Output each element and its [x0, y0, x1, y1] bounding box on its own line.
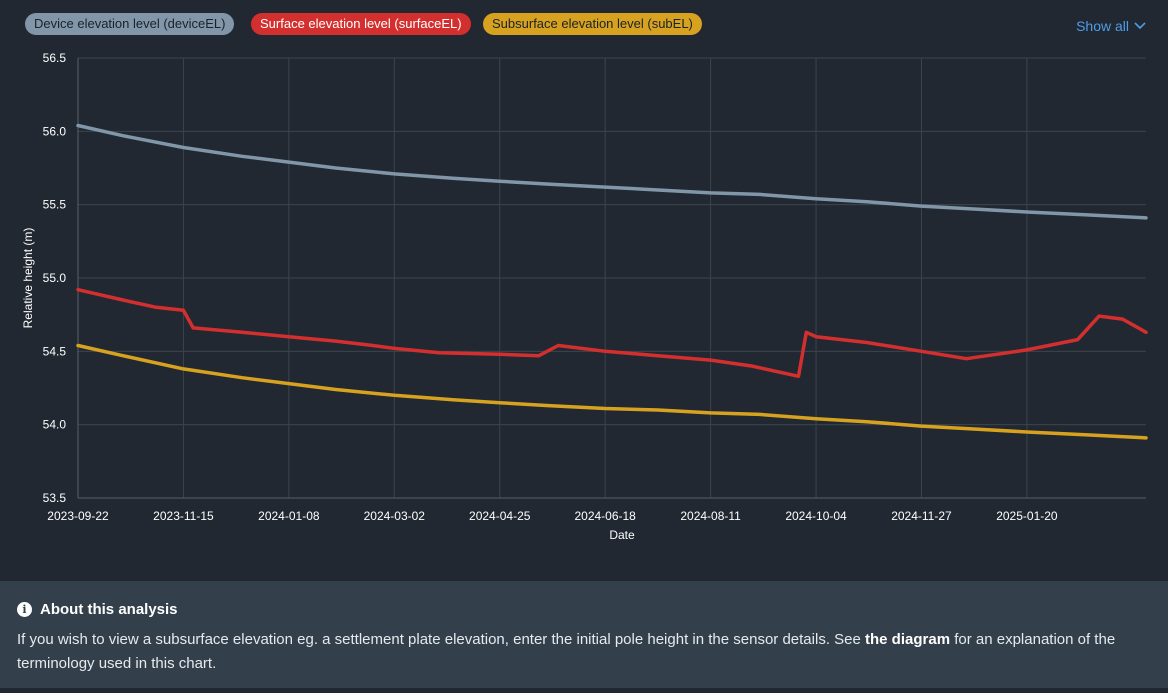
y-tick-label: 54.5 [43, 344, 67, 358]
y-tick-label: 56.0 [43, 124, 67, 138]
y-tick-label: 55.5 [43, 198, 67, 212]
x-axis-title: Date [609, 528, 635, 542]
y-tick-label: 53.5 [43, 491, 67, 505]
x-tick-label: 2024-01-08 [258, 509, 320, 523]
about-text-before: If you wish to view a subsurface elevati… [17, 631, 866, 648]
legend-bar: Device elevation level (deviceEL) Surfac… [0, 0, 1168, 50]
chevron-down-icon [1134, 22, 1146, 30]
x-tick-label: 2024-10-04 [785, 509, 847, 523]
legend-surface-elevation-toggle[interactable]: Surface elevation level (surfaceEL) [251, 13, 471, 35]
elevation-line-chart: 56.5 56.0 55.5 55.0 54.5 54.0 53.5 2023-09-22 20… [21, 51, 1148, 542]
diagram-link[interactable]: the diagram [865, 631, 951, 648]
x-tick-label: 2025-01-20 [996, 509, 1058, 523]
about-text-after: for an explanation of the terminology us… [17, 631, 1116, 672]
x-tick-label: 2024-03-02 [364, 509, 426, 523]
y-axis-title: Relative height (m) [21, 228, 35, 329]
legend-device-elevation-toggle[interactable]: Device elevation level (deviceEL) [25, 13, 235, 35]
y-tick-label: 54.0 [43, 418, 67, 432]
footer-strip [0, 688, 1168, 693]
x-tick-label: 2024-04-25 [469, 509, 531, 523]
about-title: i About this analysis [17, 601, 178, 618]
about-panel: i About this analysis If you wish to vie… [0, 581, 1168, 688]
series-line-1 [76, 287, 1148, 379]
info-icon: i [17, 602, 32, 617]
x-tick-label: 2023-11-15 [153, 509, 214, 523]
x-tick-label: 2023-09-22 [47, 509, 109, 523]
show-all-label: Show all [1076, 18, 1129, 34]
y-tick-label: 55.0 [43, 271, 67, 285]
x-tick-label: 2024-06-18 [574, 509, 636, 523]
x-tick-label: 2024-11-27 [891, 509, 952, 523]
show-all-button[interactable]: Show all [1076, 18, 1146, 34]
about-text: If you wish to view a subsurface elevati… [17, 628, 1152, 676]
legend-subsurface-elevation-toggle[interactable]: Subsurface elevation level (subEL) [483, 13, 702, 35]
about-title-text: About this analysis [40, 601, 178, 618]
y-tick-label: 56.5 [43, 51, 67, 65]
series-line-0 [76, 123, 1148, 220]
series-line-2 [76, 343, 1148, 440]
x-tick-label: 2024-08-11 [680, 509, 741, 523]
